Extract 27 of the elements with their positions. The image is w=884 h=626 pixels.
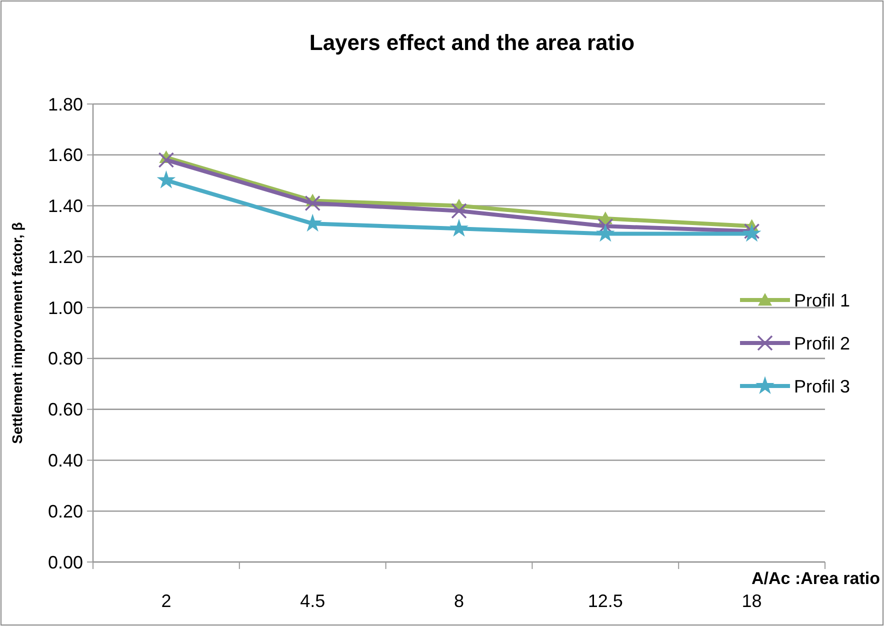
y-tick-label: 1.20 bbox=[48, 246, 83, 267]
legend-label: Profil 2 bbox=[794, 333, 850, 354]
x-axis-title: A/Ac :Area ratio bbox=[752, 569, 880, 588]
point bbox=[451, 202, 467, 219]
y-tick-label: 0.80 bbox=[48, 348, 83, 369]
legend-label: Profil 1 bbox=[794, 290, 850, 310]
y-tick-label: 1.40 bbox=[48, 196, 83, 216]
point bbox=[158, 152, 174, 168]
y-tick-label: 0.20 bbox=[48, 501, 83, 522]
point bbox=[156, 170, 176, 188]
x-tick-label: 12.5 bbox=[588, 591, 623, 611]
x-tick-label: 18 bbox=[742, 591, 762, 611]
x-tick-label: 4.5 bbox=[300, 591, 326, 611]
y-tick-label: 0.60 bbox=[48, 400, 83, 420]
x-tick-label: 8 bbox=[454, 591, 464, 611]
y-tick-label: 0.00 bbox=[48, 552, 83, 572]
point bbox=[450, 218, 468, 237]
point bbox=[304, 195, 320, 212]
point bbox=[596, 224, 615, 242]
y-tick-label: 1.00 bbox=[48, 298, 83, 318]
x-tick-label: 2 bbox=[161, 591, 172, 611]
chart-title: Layers effect and the area ratio bbox=[309, 30, 635, 55]
y-tick-label: 1.60 bbox=[48, 145, 83, 166]
y-tick-label: 1.80 bbox=[48, 94, 83, 114]
y-tick-label: 0.40 bbox=[48, 450, 83, 471]
legend-label: Profil 3 bbox=[794, 376, 850, 396]
y-axis-title: Settlement improvement factor, β bbox=[9, 222, 25, 444]
